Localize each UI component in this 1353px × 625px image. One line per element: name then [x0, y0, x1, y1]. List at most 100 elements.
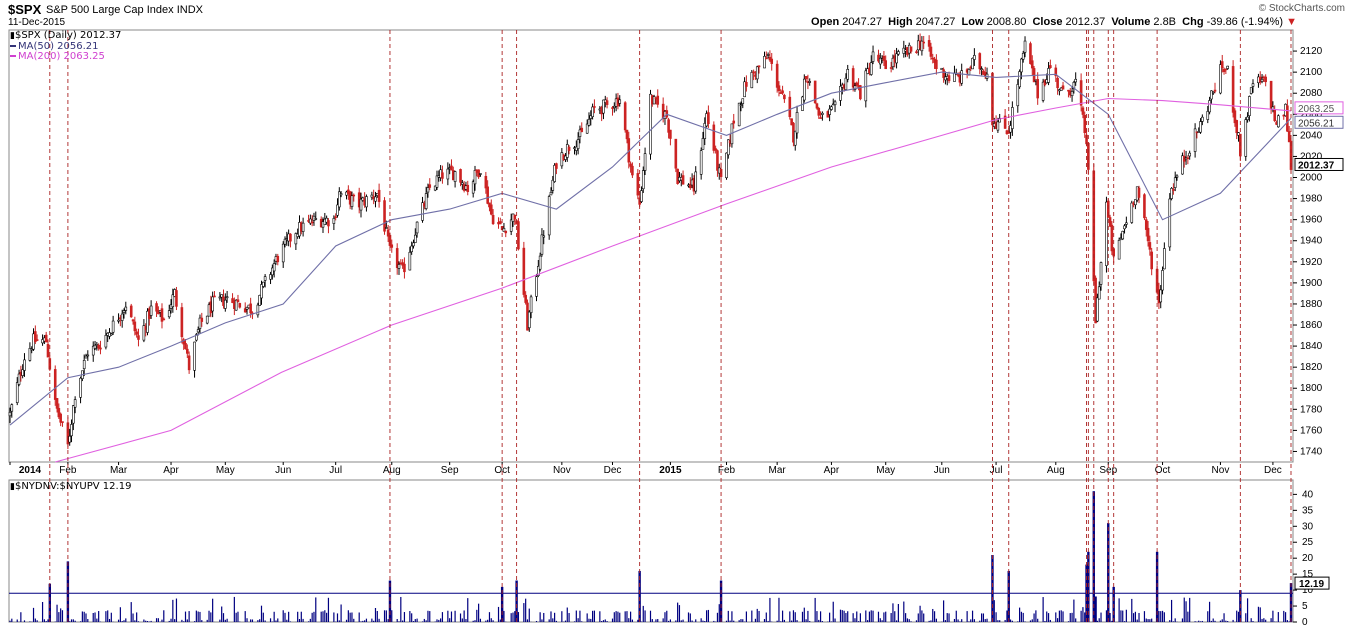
candle-body	[1159, 289, 1163, 303]
candle-body	[1213, 89, 1217, 92]
candle-body	[473, 170, 477, 185]
candle-body	[815, 103, 819, 109]
candle-body	[768, 56, 772, 61]
lower-bar	[23, 620, 26, 622]
candle-body	[243, 308, 247, 313]
candle-body	[408, 251, 412, 271]
lower-bar	[472, 620, 474, 622]
candle-body	[513, 214, 517, 220]
lower-bar	[1058, 610, 1061, 622]
candle-body	[833, 101, 837, 106]
candle-body	[352, 194, 356, 197]
lower-bar	[1161, 610, 1164, 622]
close-tag: 2012.37	[1298, 160, 1335, 171]
lower-bar	[1031, 619, 1033, 622]
candle-body	[844, 77, 848, 90]
candle-body	[182, 339, 185, 345]
candle-body	[527, 311, 531, 329]
candle-body	[142, 325, 146, 341]
candle-body	[542, 235, 546, 238]
legend-lower: ▮$NYDNV:$NYUPV 12.19	[10, 481, 131, 492]
candle-body	[502, 228, 506, 232]
candle-body	[1074, 78, 1077, 83]
lower-bar	[566, 607, 568, 622]
lower-bar	[1145, 618, 1147, 622]
lower-bar	[729, 620, 731, 622]
candle-body	[72, 405, 75, 424]
lower-bar	[662, 618, 664, 622]
lower-bar	[1288, 621, 1290, 622]
lower-last-tag-box	[1294, 576, 1330, 590]
candle-body	[211, 296, 214, 312]
candle-body	[538, 255, 542, 270]
lower-bar	[955, 610, 957, 622]
lower-bar	[1183, 597, 1185, 622]
candle-body	[149, 305, 153, 316]
lower-bar	[1208, 601, 1211, 622]
lower-bar	[539, 612, 541, 622]
candle-body	[479, 173, 482, 175]
candle-body	[605, 100, 609, 105]
lower-bar	[201, 620, 203, 622]
lower-bar	[497, 606, 500, 622]
close-value: 2012.37	[1065, 16, 1106, 28]
legend-ma50: MA(50) 2056.21	[10, 41, 99, 52]
lower-bar	[358, 612, 360, 622]
candle-body	[855, 82, 859, 86]
candle-body	[707, 112, 710, 124]
candle-body	[783, 94, 786, 100]
candle-body	[1273, 109, 1277, 122]
lower-bar	[429, 611, 431, 622]
lower-bar	[731, 611, 733, 622]
lower-bar	[123, 620, 125, 622]
lower-bar	[885, 611, 887, 622]
lower-spike-bar	[1007, 570, 1010, 622]
lower-bar	[412, 621, 415, 622]
lower-bar	[1134, 611, 1136, 622]
lower-spike-bar	[719, 580, 723, 622]
x-tick-label: Jul	[329, 465, 342, 476]
lower-bar	[1194, 621, 1196, 622]
lower-bar	[79, 621, 82, 622]
lower-bar	[680, 620, 682, 622]
candle-body	[410, 245, 413, 253]
candle-body	[28, 348, 32, 361]
candle-body	[504, 230, 508, 234]
lower-bar	[136, 612, 138, 622]
lower-bar	[932, 608, 934, 622]
lower-bar	[923, 613, 925, 622]
lower-bar	[170, 618, 172, 622]
lower-bar	[81, 611, 83, 622]
candle-body	[377, 189, 381, 202]
lower-bar	[794, 612, 796, 622]
candle-body	[931, 57, 935, 60]
candle-body	[793, 130, 797, 146]
candle-body	[669, 129, 672, 139]
lower-bar	[208, 610, 210, 622]
lower-bar	[993, 600, 995, 622]
candle-body	[1099, 262, 1103, 285]
candle-body	[1036, 79, 1039, 99]
lower-bar	[1245, 613, 1247, 622]
lower-bar	[36, 620, 38, 622]
volume-value: 2.8B	[1153, 16, 1177, 28]
candle-body	[421, 202, 424, 221]
lower-bar	[611, 618, 614, 622]
candle-body	[234, 299, 238, 311]
lower-bar	[479, 618, 482, 622]
ma200-tag-box	[1294, 101, 1344, 115]
lower-bar	[905, 613, 907, 622]
candle-body	[446, 168, 450, 180]
lower-bar	[944, 620, 947, 622]
candle-body	[281, 243, 285, 263]
lower-bar	[1024, 621, 1026, 622]
candle-body	[716, 150, 719, 171]
lower-bar	[461, 618, 463, 622]
candle-body	[940, 67, 944, 71]
lower-bar	[642, 605, 644, 622]
lower-bar	[260, 605, 263, 622]
lower-spike-bar	[388, 580, 392, 622]
lower-bar	[517, 612, 520, 622]
lower-bar	[1073, 599, 1075, 622]
candle-body	[802, 78, 806, 101]
